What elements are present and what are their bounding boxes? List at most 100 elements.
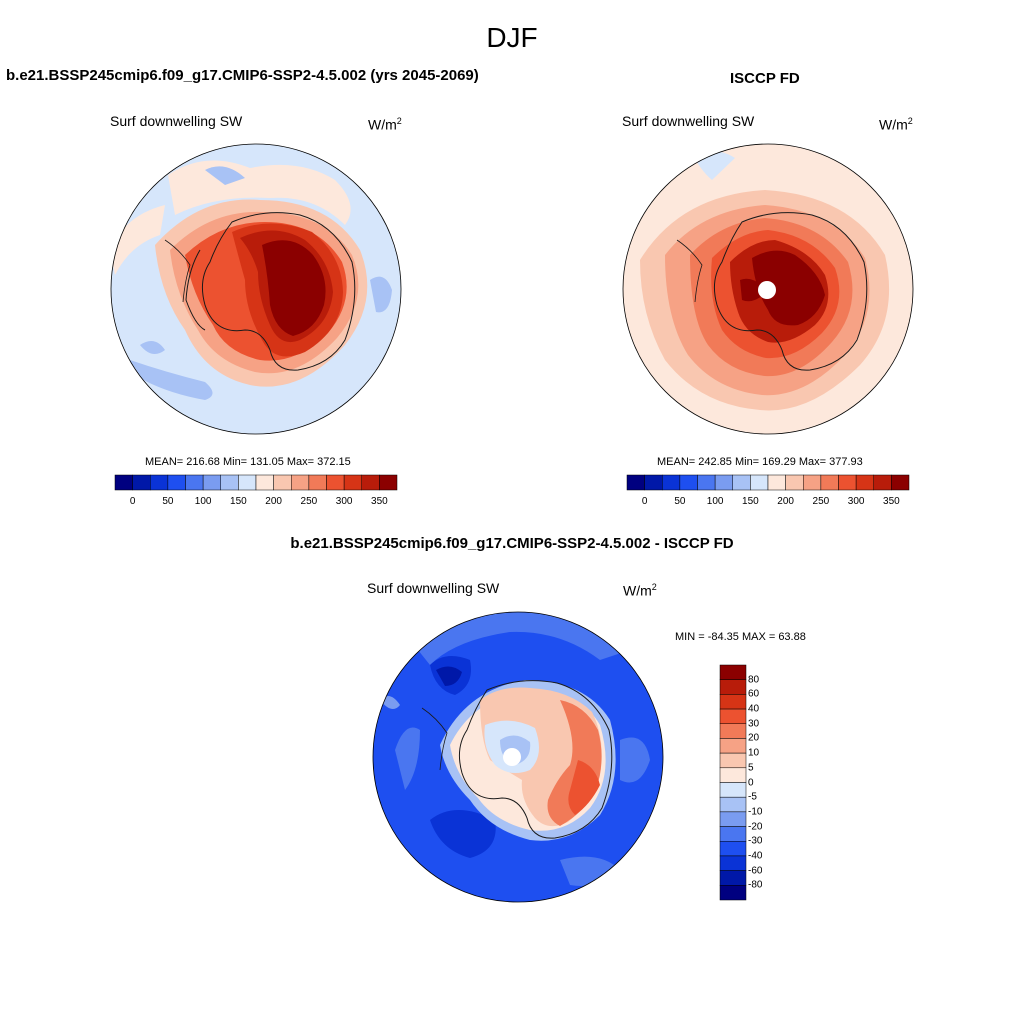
- model-panel-title: b.e21.BSSP245cmip6.f09_g17.CMIP6-SSP2-4.…: [6, 67, 479, 84]
- colorbar-tick-label: 5: [748, 762, 754, 774]
- colorbar-tick-label: 80: [748, 674, 760, 686]
- colorbar-tick-label: 0: [748, 777, 754, 788]
- colorbar-swatch: [220, 474, 239, 491]
- colorbar-swatch: [308, 474, 327, 491]
- model-stats: MEAN= 216.68 Min= 131.05 Max= 372.15: [145, 456, 351, 468]
- colorbar-tick-label: -20: [748, 821, 763, 833]
- colorbar-tick-label: -30: [748, 835, 763, 847]
- model-colorbar: [114, 474, 398, 491]
- colorbar-tick-label: 250: [300, 496, 318, 507]
- diff-variable-label: Surf downwelling SW: [367, 580, 500, 596]
- colorbar-tick-label: 50: [674, 496, 686, 507]
- colorbar-swatch: [719, 782, 747, 798]
- colorbar-swatch: [719, 752, 747, 769]
- obs-units-label: W/m2: [879, 116, 913, 133]
- colorbar-swatch: [719, 826, 747, 842]
- colorbar-swatch: [719, 723, 747, 739]
- colorbar-tick-label: 100: [706, 496, 724, 507]
- colorbar-tick-label: -40: [748, 850, 763, 862]
- colorbar-swatch: [114, 474, 133, 491]
- diff-stats: MIN = -84.35 MAX = 63.88: [675, 631, 806, 643]
- colorbar-tick-label: -5: [748, 791, 757, 803]
- colorbar-swatch: [820, 474, 839, 491]
- obs-panel-title: ISCCP FD: [730, 70, 800, 87]
- colorbar-swatch: [361, 474, 380, 491]
- colorbar-swatch: [150, 474, 169, 491]
- colorbar-swatch: [803, 474, 822, 491]
- colorbar-tick-label: 350: [371, 496, 388, 507]
- colorbar-swatch: [891, 474, 910, 491]
- colorbar-tick-label: 40: [748, 703, 760, 715]
- diff-panel-title: b.e21.BSSP245cmip6.f09_g17.CMIP6-SSP2-4.…: [290, 535, 734, 552]
- colorbar-swatch: [132, 474, 151, 491]
- colorbar-swatch: [873, 474, 892, 491]
- colorbar-tick-label: 250: [812, 496, 830, 507]
- colorbar-swatch: [714, 474, 733, 491]
- colorbar-swatch: [719, 885, 747, 901]
- colorbar-tick-label: 100: [194, 496, 212, 507]
- colorbar-swatch: [838, 474, 857, 491]
- model-map: [111, 144, 401, 434]
- colorbar-tick-label: 150: [230, 496, 247, 507]
- colorbar-swatch: [719, 870, 747, 886]
- colorbar-tick-label: 60: [748, 688, 760, 700]
- colorbar-tick-label: 50: [162, 496, 174, 507]
- colorbar-tick-label: 300: [335, 496, 353, 507]
- colorbar-swatch: [185, 474, 204, 491]
- colorbar-tick-label: 30: [748, 718, 760, 730]
- diff-colorbar: [719, 664, 747, 901]
- colorbar-swatch: [644, 474, 663, 491]
- colorbar-swatch: [767, 474, 786, 491]
- colorbar-swatch: [719, 855, 747, 871]
- diff-map: [373, 612, 663, 902]
- colorbar-swatch: [719, 841, 747, 857]
- colorbar-swatch: [291, 474, 310, 491]
- obs-colorbar: [626, 474, 910, 491]
- colorbar-tick-label: 350: [883, 496, 900, 507]
- colorbar-tick-label: -80: [748, 879, 763, 891]
- colorbar-swatch: [697, 474, 716, 491]
- colorbar-tick-label: 0: [641, 496, 648, 507]
- colorbar-tick-label: 150: [742, 496, 759, 507]
- colorbar-swatch: [343, 474, 362, 491]
- colorbar-tick-label: -60: [748, 865, 763, 877]
- colorbar-tick-label: 20: [748, 732, 760, 744]
- colorbar-swatch: [719, 708, 747, 724]
- colorbar-swatch: [662, 474, 681, 491]
- colorbar-tick-label: 0: [129, 496, 136, 507]
- obs-variable-label: Surf downwelling SW: [622, 113, 755, 129]
- colorbar-tick-label: -10: [748, 806, 763, 818]
- model-map-border: [110, 143, 402, 435]
- colorbar-swatch: [785, 474, 804, 491]
- colorbar-swatch: [719, 796, 747, 813]
- colorbar-swatch: [719, 738, 747, 754]
- colorbar-tick-label: 200: [265, 496, 282, 507]
- figure-title: DJF: [486, 22, 538, 53]
- colorbar-swatch: [719, 811, 747, 827]
- colorbar-swatch: [273, 474, 292, 491]
- colorbar-swatch: [626, 474, 645, 491]
- obs-map: [623, 144, 913, 434]
- colorbar-tick-label: 300: [847, 496, 865, 507]
- colorbar-tick-label: 200: [777, 496, 794, 507]
- colorbar-swatch: [732, 474, 751, 491]
- colorbar-swatch: [326, 474, 345, 491]
- colorbar-swatch: [255, 474, 274, 491]
- colorbar-swatch: [679, 474, 698, 491]
- colorbar-swatch: [750, 474, 769, 491]
- model-variable-label: Surf downwelling SW: [110, 113, 243, 129]
- colorbar-swatch: [167, 474, 186, 491]
- colorbar-tick-label: 10: [748, 747, 760, 759]
- colorbar-swatch: [855, 474, 874, 491]
- colorbar-swatch: [238, 474, 257, 491]
- obs-map-border: [622, 143, 914, 435]
- colorbar-swatch: [202, 474, 221, 491]
- colorbar-swatch: [719, 679, 747, 695]
- colorbar-swatch: [379, 474, 398, 491]
- obs-stats: MEAN= 242.85 Min= 169.29 Max= 377.93: [657, 456, 863, 468]
- diff-units-label: W/m2: [623, 582, 657, 599]
- model-units-label: W/m2: [368, 116, 402, 133]
- colorbar-swatch: [719, 664, 747, 680]
- diff-map-border: [372, 611, 664, 903]
